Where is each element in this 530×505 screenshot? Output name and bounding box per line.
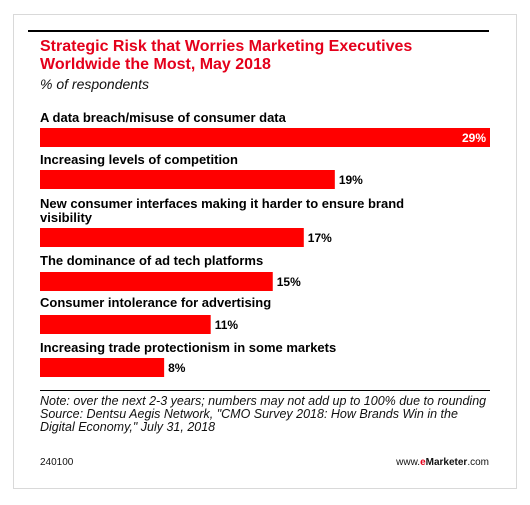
category-label: Increasing levels of competition bbox=[40, 152, 238, 167]
bar bbox=[40, 170, 335, 189]
brand-accent: e bbox=[420, 457, 426, 468]
source-text: Source: Dentsu Aegis Network, "CMO Surve… bbox=[40, 407, 458, 434]
bar bbox=[40, 228, 304, 247]
brand-logo: www.eMarketer.com bbox=[396, 457, 489, 468]
value-label: 29% bbox=[462, 131, 486, 145]
chart-subtitle: % of respondents bbox=[40, 76, 149, 92]
chart-title: Strategic Risk that Worries Marketing Ex… bbox=[40, 38, 413, 73]
category-label: Increasing trade protectionism in some m… bbox=[40, 340, 336, 355]
chart-id: 240100 bbox=[40, 457, 74, 468]
bar bbox=[40, 128, 490, 147]
value-label: 19% bbox=[339, 173, 363, 187]
category-label: A data breach/misuse of consumer data bbox=[40, 110, 287, 125]
value-label: 8% bbox=[168, 361, 186, 375]
category-label: The dominance of ad tech platforms bbox=[40, 253, 263, 268]
note-text: Note: over the next 2-3 years; numbers m… bbox=[40, 394, 487, 408]
category-label: New consumer interfaces making it harder… bbox=[40, 196, 404, 211]
notes-separator bbox=[40, 390, 490, 391]
value-label: 11% bbox=[215, 318, 239, 332]
brand-suffix: .com bbox=[467, 457, 489, 468]
value-label: 17% bbox=[308, 231, 332, 245]
bar bbox=[40, 272, 273, 291]
bar bbox=[40, 315, 211, 334]
title-rule bbox=[28, 30, 489, 32]
brand-prefix: www. bbox=[396, 457, 421, 468]
value-label: 15% bbox=[277, 275, 301, 289]
chart-notes: Note: over the next 2-3 years; numbers m… bbox=[40, 395, 490, 434]
chart-card bbox=[13, 14, 517, 489]
category-label: visibility bbox=[40, 210, 93, 225]
category-label: Consumer intolerance for advertising bbox=[40, 295, 271, 310]
bar bbox=[40, 358, 165, 377]
brand-name: Marketer bbox=[425, 457, 468, 468]
